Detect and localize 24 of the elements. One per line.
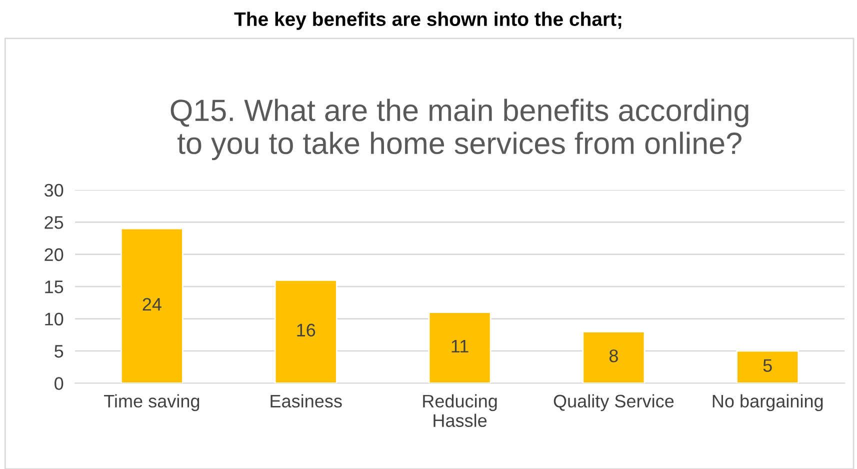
data-label: 8 [609,349,618,362]
x-tick-label: Easiness [270,394,342,408]
data-label: 24 [142,298,162,311]
bar [274,279,338,384]
data-label: 5 [763,359,772,372]
y-tick-label: 25 [44,216,64,229]
x-tick-label: Time saving [104,394,200,412]
y-tick-label: 20 [44,248,64,262]
chart-title: Q15. What are the main benefits according to you to take home services from online? [170,98,748,160]
y-tick-label: 10 [45,312,64,326]
y-tick-label: 5 [54,345,64,358]
x-tick-label: Reducing Hassle [423,394,497,427]
y-tick-label: 15 [45,280,64,294]
bar [428,312,492,384]
y-tick-label: 30 [44,184,64,197]
x-tick-label: Quality Service [554,394,674,412]
y-tick-label: 0 [54,377,64,390]
x-tick-label: No bargaining [712,394,823,412]
bar [736,350,800,384]
data-label: 16 [297,324,316,336]
data-label: 11 [452,340,468,352]
bar [120,228,184,384]
text: The key benefits are shown into the chart; [234,12,622,30]
bar [582,330,646,384]
